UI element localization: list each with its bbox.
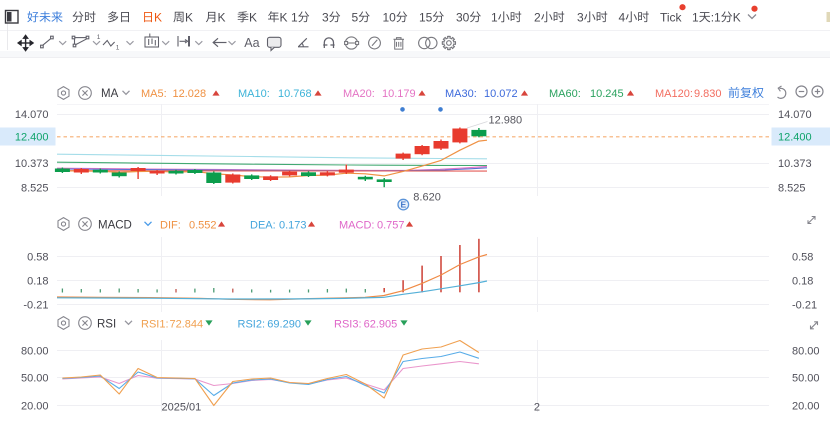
svg-text:MA20:: MA20: <box>343 88 375 100</box>
svg-text:0.18: 0.18 <box>792 275 813 287</box>
svg-text:0.58: 0.58 <box>792 251 813 263</box>
svg-text:3: 3 <box>322 10 329 24</box>
svg-text:80.00: 80.00 <box>21 345 49 357</box>
svg-text:14.070: 14.070 <box>778 109 812 121</box>
svg-text:RSI3:: RSI3: <box>334 318 362 330</box>
svg-text:0.552: 0.552 <box>189 219 217 231</box>
svg-text:MA120:: MA120: <box>655 88 693 100</box>
svg-text:10.245: 10.245 <box>590 88 624 100</box>
svg-text:15: 15 <box>419 10 433 24</box>
svg-text:1: 1 <box>291 10 298 24</box>
svg-text:MA10:: MA10: <box>238 88 270 100</box>
svg-text:8.525: 8.525 <box>778 182 806 194</box>
svg-text:1: 1 <box>491 10 498 24</box>
svg-text:10.179: 10.179 <box>382 88 416 100</box>
svg-text:20.00: 20.00 <box>21 400 49 412</box>
svg-text:3: 3 <box>577 10 584 24</box>
svg-text:8.620: 8.620 <box>413 191 441 203</box>
svg-text:1: 1 <box>97 34 101 41</box>
svg-text:-0.21: -0.21 <box>23 299 48 311</box>
svg-text:80.00: 80.00 <box>792 345 820 357</box>
svg-text::1: :1 <box>711 10 721 24</box>
svg-text:50.00: 50.00 <box>21 372 49 384</box>
svg-text:9.830: 9.830 <box>694 88 722 100</box>
svg-text:10: 10 <box>383 10 397 24</box>
svg-text:2025/01: 2025/01 <box>162 401 202 413</box>
svg-text:4: 4 <box>619 10 626 24</box>
svg-text:RSI: RSI <box>97 318 116 330</box>
svg-text:50.00: 50.00 <box>792 372 820 384</box>
svg-text:K: K <box>733 10 741 24</box>
svg-text:Aa: Aa <box>244 36 259 50</box>
svg-text:1: 1 <box>692 10 699 24</box>
svg-text:1: 1 <box>116 44 120 51</box>
svg-text:5: 5 <box>352 10 359 24</box>
svg-text:10.373: 10.373 <box>15 158 49 170</box>
svg-text:69.290: 69.290 <box>267 318 301 330</box>
svg-text:2: 2 <box>534 401 540 413</box>
svg-text:RSI1:: RSI1: <box>141 318 169 330</box>
svg-text:2: 2 <box>534 10 541 24</box>
svg-text:14.070: 14.070 <box>15 109 49 121</box>
svg-text:0.18: 0.18 <box>27 275 48 287</box>
svg-text:10.768: 10.768 <box>278 88 312 100</box>
svg-text:E: E <box>400 200 406 210</box>
svg-text:12.980: 12.980 <box>489 115 523 127</box>
svg-text:K: K <box>218 10 226 24</box>
svg-text:20.00: 20.00 <box>792 400 820 412</box>
svg-text:DEA:: DEA: <box>250 219 276 231</box>
svg-text:MA: MA <box>101 88 119 100</box>
svg-text:RSI2:: RSI2: <box>238 318 266 330</box>
svg-text:MACD:: MACD: <box>339 219 374 231</box>
svg-text:K: K <box>249 10 257 24</box>
svg-text:8.525: 8.525 <box>21 182 49 194</box>
svg-text:MA30:: MA30: <box>445 88 477 100</box>
svg-text:-0.21: -0.21 <box>792 299 817 311</box>
svg-text:30: 30 <box>456 10 470 24</box>
svg-text:K: K <box>280 10 288 24</box>
svg-text:K: K <box>154 10 162 24</box>
svg-text:MACD: MACD <box>98 219 132 231</box>
svg-text:Tick: Tick <box>660 10 683 24</box>
svg-text:0.757: 0.757 <box>377 219 405 231</box>
svg-text:12.400: 12.400 <box>15 132 49 144</box>
svg-text:10.072: 10.072 <box>484 88 518 100</box>
svg-text:12.028: 12.028 <box>173 88 207 100</box>
svg-text:0.58: 0.58 <box>27 251 48 263</box>
svg-text:DIF:: DIF: <box>160 219 181 231</box>
svg-text:62.905: 62.905 <box>364 318 398 330</box>
svg-text:K: K <box>185 10 193 24</box>
svg-text:MA5:: MA5: <box>141 88 167 100</box>
svg-text:10.373: 10.373 <box>778 158 812 170</box>
svg-text:12.400: 12.400 <box>778 132 812 144</box>
svg-text:0.173: 0.173 <box>279 219 307 231</box>
svg-text:72.844: 72.844 <box>170 318 204 330</box>
svg-text:MA60:: MA60: <box>549 88 581 100</box>
